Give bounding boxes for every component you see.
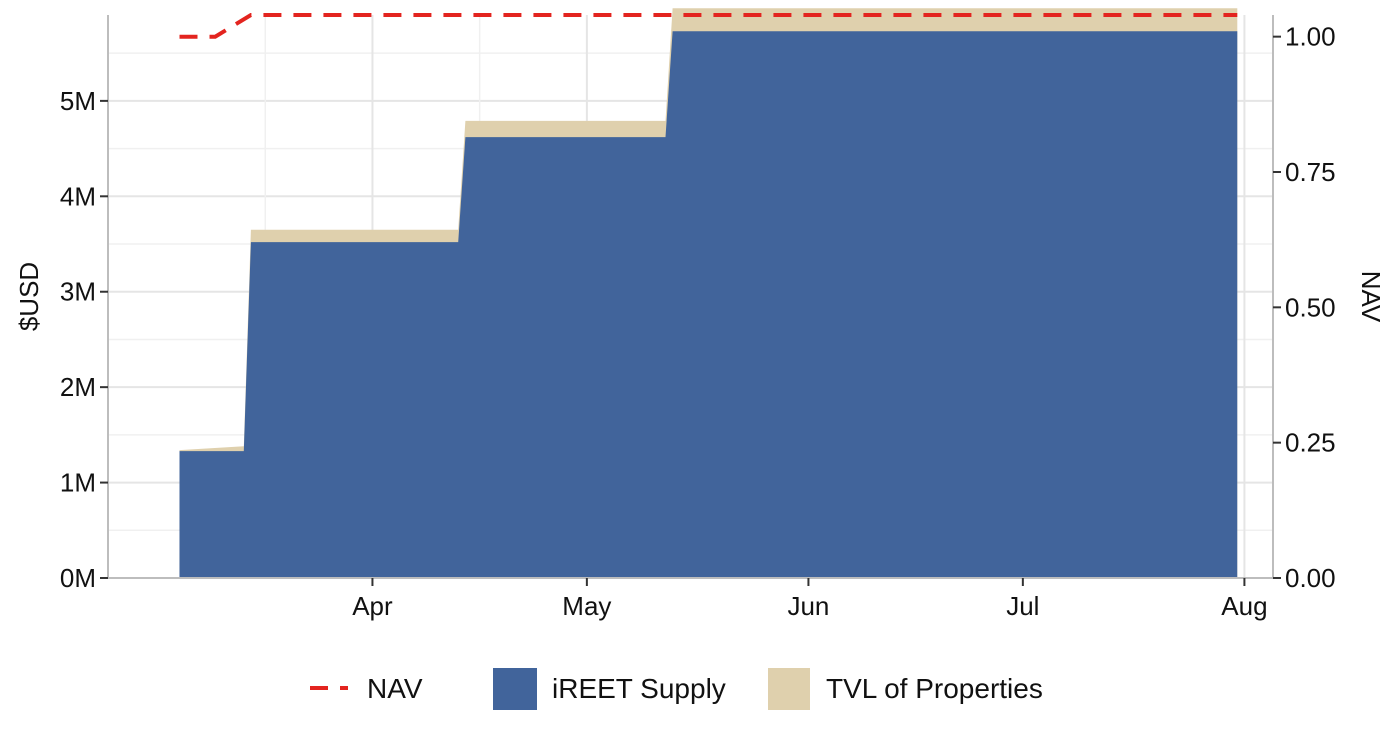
x-tick-label: Jun: [787, 591, 829, 621]
legend-nav-label: NAV: [367, 673, 423, 704]
line-series: [179, 13, 1238, 39]
ireet-supply-area: [179, 31, 1238, 578]
y2-tick-label: 0.25: [1285, 428, 1336, 458]
y-tick-label: 0M: [60, 563, 96, 593]
y-tick-label: 4M: [60, 181, 96, 211]
legend-tvl-label: TVL of Properties: [826, 673, 1043, 704]
legend: NAV iREET Supply TVL of Properties: [310, 668, 1043, 710]
y-axis-title: $USD: [14, 262, 44, 331]
y-tick-label: 2M: [60, 372, 96, 402]
nav-line: [179, 13, 1238, 39]
legend-ireet-supply-label: iREET Supply: [552, 673, 726, 704]
y-tick-label: 1M: [60, 468, 96, 498]
y-tick-label: 3M: [60, 277, 96, 307]
legend-tvl-swatch: [768, 668, 810, 710]
y2-tick-label: 0.00: [1285, 563, 1336, 593]
axes: 0M 1M 2M 3M 4M 5M 0.00 0.25 0.50 0.75 1.00 Apr May Ju…: [60, 15, 1336, 621]
x-tick-label: Aug: [1221, 591, 1267, 621]
area-series: [179, 8, 1238, 579]
x-tick-label: Apr: [352, 591, 393, 621]
x-tick-label: May: [562, 591, 611, 621]
y2-tick-label: 1.00: [1285, 22, 1336, 52]
y2-axis-title: NAV: [1356, 271, 1386, 323]
legend-ireet-supply-swatch: [493, 668, 537, 710]
y2-tick-label: 0.50: [1285, 292, 1336, 322]
x-tick-label: Jul: [1006, 591, 1039, 621]
y-tick-label: 5M: [60, 86, 96, 116]
y2-tick-label: 0.75: [1285, 157, 1336, 187]
